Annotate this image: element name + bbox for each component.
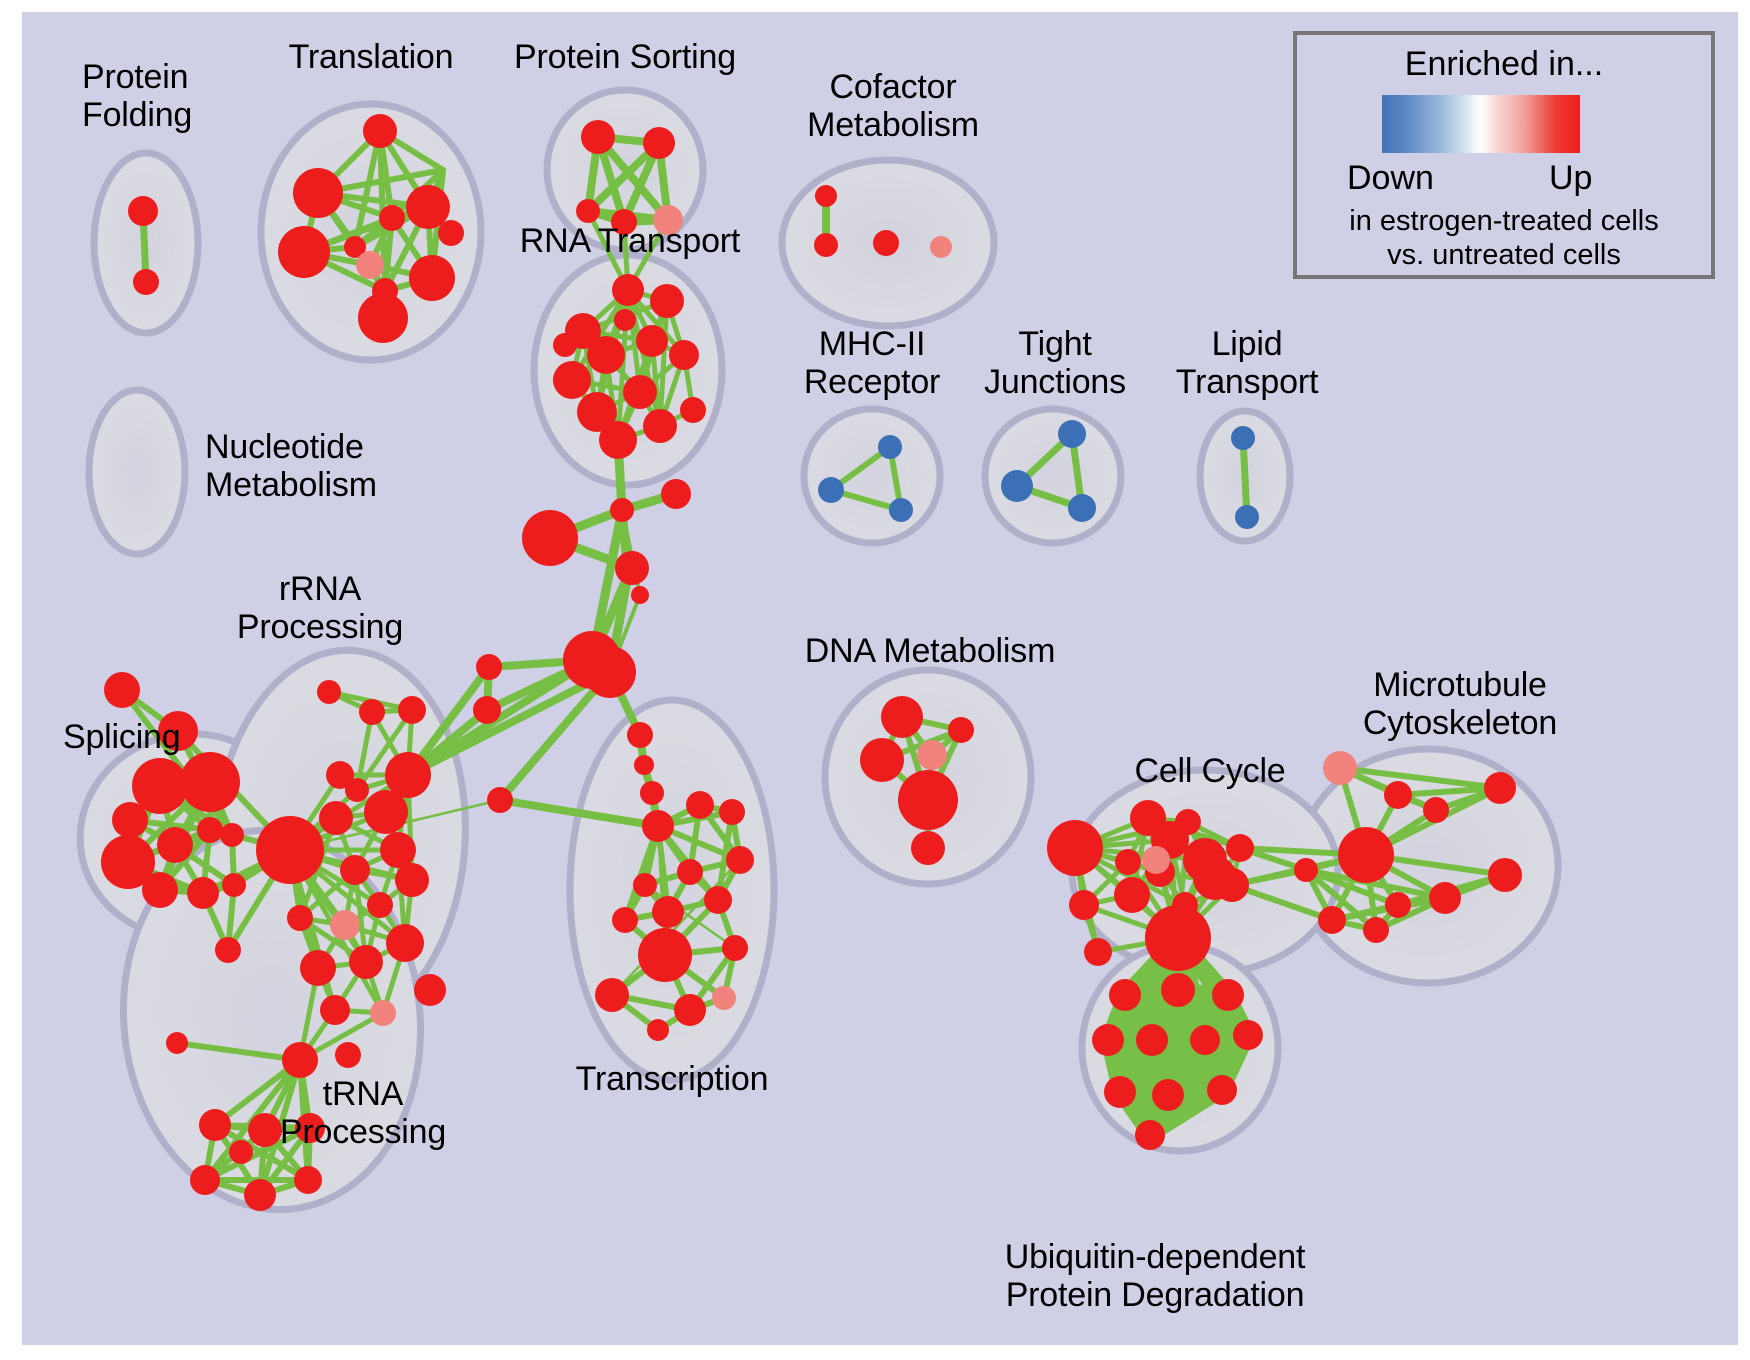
- nodes-rrna-processing: [256, 680, 446, 1078]
- nodes-ubiquitin-degradation: [1092, 973, 1263, 1150]
- legend-low-label: Down: [1347, 159, 1434, 197]
- cluster-label-trna-processing: tRNA Processing: [279, 1075, 447, 1151]
- cluster-label-rrna-processing: rRNA Processing: [236, 570, 404, 646]
- legend-title: Enriched in...: [1404, 45, 1604, 83]
- nodes-splicing: [101, 672, 246, 963]
- cluster-label-translation: Translation: [288, 38, 454, 76]
- nodes-trna-processing: [166, 1032, 325, 1211]
- cluster-label-mhc-ii-receptor: MHC-II Receptor: [803, 325, 941, 401]
- nodes-cofactor-metabolism: [814, 185, 952, 258]
- nodes-dna-metabolism: [860, 696, 974, 865]
- nodes-transcription: [595, 791, 754, 1041]
- cluster-hull-mhcii: [800, 405, 944, 547]
- legend-color-gradient-bar: [1382, 95, 1580, 153]
- cluster-label-cofactor-metabolism: Cofactor Metabolism: [807, 68, 979, 144]
- cluster-label-rna-transport: RNA Transport: [519, 222, 741, 260]
- cluster-label-lipid-transport: Lipid Transport: [1175, 325, 1319, 401]
- nodes-tight-junctions: [1001, 420, 1096, 522]
- cluster-label-tight-junctions: Tight Junctions: [984, 325, 1126, 401]
- cluster-label-cell-cycle: Cell Cycle: [1134, 752, 1286, 790]
- cluster-label-nucleotide-metabolism: Nucleotide Metabolism: [205, 428, 377, 504]
- nodes-central-spine: [473, 479, 691, 813]
- nodes-translation: [278, 114, 464, 343]
- nodes-protein-folding: [128, 196, 159, 295]
- cluster-hull-nucleotide: [85, 386, 189, 558]
- cluster-label-dna-metabolism: DNA Metabolism: [804, 632, 1056, 670]
- cluster-label-transcription: Transcription: [575, 1060, 769, 1098]
- legend-box: Enriched in... Down Up in estrogen-treat…: [1293, 31, 1715, 279]
- legend-subtitle-line-1: in estrogen-treated cells: [1349, 205, 1659, 237]
- legend-subtitle-line-2: vs. untreated cells: [1387, 239, 1621, 271]
- cluster-label-protein-sorting: Protein Sorting: [514, 38, 736, 76]
- cluster-label-ubiquitin-degradation: Ubiquitin-dependent Protein Degradation: [1004, 1238, 1306, 1314]
- nodes-mhcii-receptor: [818, 435, 913, 522]
- nodes-cell-cycle: [1047, 800, 1254, 971]
- cluster-label-splicing: Splicing: [63, 718, 181, 756]
- nodes-protein-sorting: [576, 120, 683, 235]
- edges-lipid-transport: [1239, 434, 1251, 521]
- cluster-label-microtubule-cytoskeleton: Microtubule Cytoskeleton: [1362, 666, 1558, 742]
- nodes-lipid-transport: [1231, 426, 1259, 529]
- nodes-rna-transport: [553, 274, 706, 459]
- legend-high-label: Up: [1549, 159, 1593, 197]
- cluster-label-protein-folding: Protein Folding: [82, 58, 193, 134]
- nodes-microtubule-cytoskeleton: [1294, 751, 1522, 943]
